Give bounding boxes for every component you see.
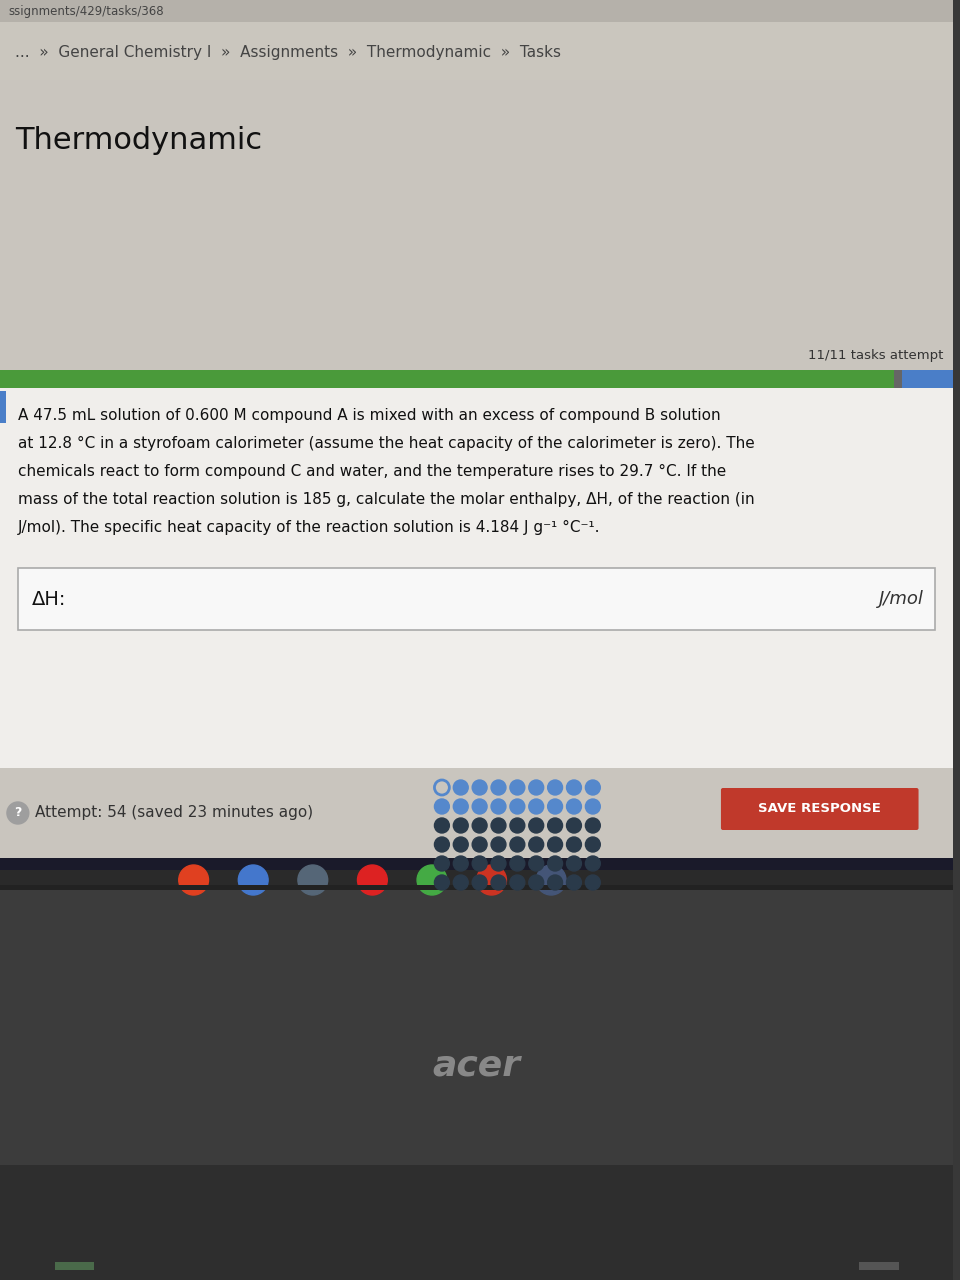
Circle shape — [492, 856, 506, 870]
Bar — [0, 81, 953, 870]
Circle shape — [566, 876, 582, 890]
Circle shape — [547, 856, 563, 870]
Text: J/mol). The specific heat capacity of the reaction solution is 4.184 J g⁻¹ °C⁻¹.: J/mol). The specific heat capacity of th… — [18, 520, 600, 535]
Circle shape — [510, 856, 525, 870]
Circle shape — [435, 799, 449, 814]
Circle shape — [238, 865, 268, 895]
Circle shape — [510, 876, 525, 890]
Circle shape — [547, 780, 563, 795]
Circle shape — [529, 818, 543, 833]
Circle shape — [566, 818, 582, 833]
Circle shape — [586, 818, 600, 833]
Bar — [859, 1262, 899, 1270]
Bar — [0, 0, 953, 22]
Circle shape — [547, 837, 563, 852]
Circle shape — [453, 818, 468, 833]
Circle shape — [586, 876, 600, 890]
Circle shape — [586, 780, 600, 795]
Circle shape — [435, 837, 449, 852]
Bar — [0, 370, 894, 388]
Circle shape — [537, 865, 566, 895]
Text: 11/11 tasks attempt: 11/11 tasks attempt — [808, 348, 944, 361]
Bar — [0, 1165, 953, 1280]
Bar — [0, 768, 953, 858]
Bar — [55, 1262, 94, 1270]
Circle shape — [7, 803, 29, 824]
Circle shape — [453, 837, 468, 852]
FancyBboxPatch shape — [721, 788, 919, 829]
Circle shape — [529, 837, 543, 852]
Text: Attempt: 54 (saved 23 minutes ago): Attempt: 54 (saved 23 minutes ago) — [35, 805, 313, 820]
Circle shape — [357, 865, 387, 895]
Bar — [0, 388, 953, 768]
Text: chemicals react to form compound C and water, and the temperature rises to 29.7 : chemicals react to form compound C and w… — [18, 463, 726, 479]
Circle shape — [472, 856, 487, 870]
Text: Thermodynamic: Thermodynamic — [15, 125, 262, 155]
Circle shape — [477, 865, 507, 895]
Circle shape — [472, 818, 487, 833]
Circle shape — [529, 780, 543, 795]
Circle shape — [566, 856, 582, 870]
Circle shape — [510, 780, 525, 795]
Circle shape — [586, 799, 600, 814]
Circle shape — [435, 876, 449, 890]
Text: A 47.5 mL solution of 0.600 M compound A is mixed with an excess of compound B s: A 47.5 mL solution of 0.600 M compound A… — [18, 407, 721, 422]
Text: SAVE RESPONSE: SAVE RESPONSE — [758, 803, 881, 815]
Circle shape — [453, 799, 468, 814]
Bar — [0, 884, 953, 890]
Bar — [0, 858, 953, 902]
Text: ΔH:: ΔH: — [32, 590, 66, 608]
Text: ...  »  General Chemistry I  »  Assignments  »  Thermodynamic  »  Tasks: ... » General Chemistry I » Assignments … — [15, 45, 561, 59]
Circle shape — [472, 780, 487, 795]
Text: at 12.8 °C in a styrofoam calorimeter (assume the heat capacity of the calorimet: at 12.8 °C in a styrofoam calorimeter (a… — [18, 435, 755, 451]
Bar — [18, 568, 935, 630]
Text: ?: ? — [14, 806, 21, 819]
Circle shape — [547, 799, 563, 814]
Bar — [0, 870, 953, 884]
Circle shape — [492, 837, 506, 852]
Circle shape — [492, 876, 506, 890]
Circle shape — [510, 818, 525, 833]
Circle shape — [472, 799, 487, 814]
Circle shape — [529, 876, 543, 890]
Text: ssignments/429/tasks/368: ssignments/429/tasks/368 — [8, 5, 163, 18]
Circle shape — [529, 856, 543, 870]
Circle shape — [435, 818, 449, 833]
Circle shape — [586, 837, 600, 852]
Circle shape — [435, 856, 449, 870]
Circle shape — [453, 856, 468, 870]
Bar — [0, 22, 953, 81]
Bar — [0, 768, 953, 776]
Circle shape — [547, 876, 563, 890]
Circle shape — [510, 799, 525, 814]
Circle shape — [566, 780, 582, 795]
Circle shape — [566, 799, 582, 814]
Circle shape — [547, 818, 563, 833]
Circle shape — [417, 865, 446, 895]
Circle shape — [492, 780, 506, 795]
Circle shape — [179, 865, 208, 895]
Circle shape — [492, 818, 506, 833]
Circle shape — [492, 799, 506, 814]
Bar — [0, 370, 953, 388]
Text: acer: acer — [433, 1048, 520, 1082]
Circle shape — [453, 876, 468, 890]
Circle shape — [472, 876, 487, 890]
Circle shape — [529, 799, 543, 814]
Text: J/mol: J/mol — [878, 590, 924, 608]
Circle shape — [472, 837, 487, 852]
Bar — [0, 884, 953, 1165]
Circle shape — [298, 865, 327, 895]
Text: mass of the total reaction solution is 185 g, calculate the molar enthalpy, ΔH, : mass of the total reaction solution is 1… — [18, 492, 755, 507]
Bar — [901, 370, 953, 388]
Bar — [0, 0, 953, 870]
Bar — [0, 390, 6, 422]
Circle shape — [586, 856, 600, 870]
Circle shape — [510, 837, 525, 852]
Circle shape — [566, 837, 582, 852]
Circle shape — [453, 780, 468, 795]
